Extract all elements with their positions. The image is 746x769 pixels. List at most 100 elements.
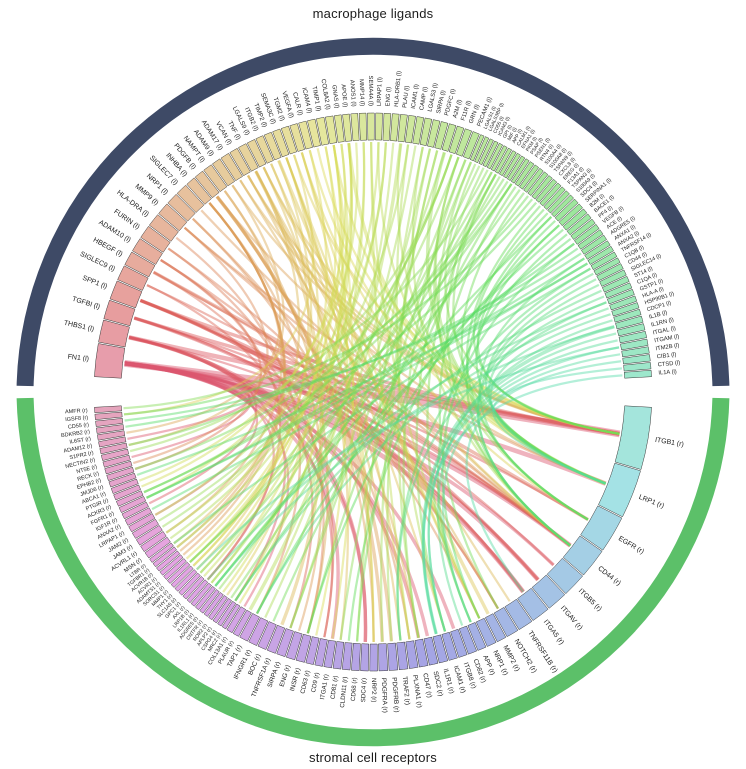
- receptor-label-AMFR: AMFR (r): [65, 408, 88, 415]
- chord-link: [247, 174, 571, 547]
- receptor-label-IL6ST: IL6ST (r): [69, 436, 91, 445]
- chord-link: [183, 226, 607, 485]
- ligand-segment-CAMP: [412, 116, 425, 145]
- receptor-label-PLXNA1: PLXNA1 (r): [411, 674, 423, 708]
- ligand-segment-CALM1: [499, 150, 517, 177]
- ligand-label-ENG: ENG (l): [385, 87, 392, 107]
- ligand-segment-VEGFB: [574, 223, 600, 245]
- receptor-segment-PLXNA1: [405, 640, 419, 669]
- ligand-segment-SEMA4A: [367, 112, 375, 141]
- chord-link: [192, 217, 481, 619]
- chord-link: [306, 224, 560, 634]
- receptor-segment-ITGB1: [614, 405, 652, 470]
- chord-link: [492, 367, 623, 485]
- chord-link: [146, 242, 575, 499]
- receptor-label-S1PR2: S1PR2 (r): [69, 450, 94, 461]
- ligand-label-IL1B: IL1B (l): [648, 310, 668, 321]
- receptor-segment-CD44: [562, 535, 603, 576]
- ligand-segment-FURIN: [140, 225, 171, 253]
- chord-link: [128, 184, 285, 447]
- receptor-segment-CD68: [351, 642, 361, 671]
- ligand-segment-ITGAM: [620, 338, 649, 351]
- ligand-segment-S100A4: [523, 167, 544, 193]
- receptor-label-ITGA1: ITGA1 (r): [319, 674, 330, 701]
- chord-link: [182, 202, 287, 556]
- ligand-label-FURIN: FURIN (l): [112, 208, 140, 231]
- receptor-segment-NT5E: [102, 454, 131, 468]
- chord-link: [151, 262, 588, 511]
- chord-link: [124, 361, 607, 486]
- ligand-segment-ICAM4: [307, 118, 321, 148]
- ligand-segment-CD44: [596, 263, 624, 281]
- ligand-segment-NAMPT: [203, 164, 228, 193]
- receptor-segment-PDGFRB: [387, 642, 399, 671]
- receptor-label-ITGA5: ITGA5 (r): [542, 619, 565, 647]
- chord-link: [475, 224, 607, 485]
- chord-link: [472, 208, 620, 436]
- chord-link: [215, 195, 384, 642]
- chord-link: [175, 236, 302, 615]
- ligand-label-ITM2B: ITM2B (l): [655, 343, 680, 353]
- receptor-segment-NRP1: [475, 617, 497, 647]
- chord-link: [264, 145, 417, 618]
- chord-link: [192, 160, 313, 567]
- chord-links: [123, 141, 623, 643]
- chord-link: [143, 180, 509, 494]
- chord-link: [436, 319, 613, 626]
- ligand-segment-ANXA1: [584, 240, 611, 260]
- receptor-segment-CD9: [314, 638, 328, 667]
- ligand-segment-FN1: [94, 343, 126, 379]
- chord-link: [262, 166, 620, 436]
- ligand-segment-LGALS9: [246, 139, 267, 168]
- chord-link: [128, 335, 421, 639]
- ligand-label-CIB1: CIB1 (l): [656, 352, 676, 360]
- chord-link: [141, 143, 347, 488]
- chord-link: [173, 267, 591, 545]
- receptor-segment-COL13A1: [226, 606, 247, 634]
- chord-link: [331, 144, 355, 639]
- ligand-segment-TIMP2: [263, 131, 282, 161]
- chord-link: [222, 143, 349, 593]
- chord-link: [234, 289, 602, 602]
- receptor-segment-IGF1R: [121, 501, 149, 520]
- ligand-segment-PDGFB: [194, 170, 220, 199]
- chord-link: [169, 144, 410, 540]
- chord-link: [124, 362, 252, 459]
- ligand-segment-F13A1: [543, 186, 566, 210]
- chord-link: [160, 259, 499, 610]
- chord-link: [216, 195, 375, 643]
- chord-link: [126, 190, 282, 434]
- ligand-label-CAMP: CAMP (l): [419, 86, 429, 110]
- chord-link: [134, 259, 262, 471]
- chord-link: [196, 346, 620, 571]
- chord-link: [124, 361, 456, 630]
- chord-link: [369, 141, 481, 619]
- chord-link: [133, 316, 620, 436]
- receptor-segment-IGSF8: [94, 411, 123, 420]
- chord-link: [402, 159, 467, 639]
- chord-link: [231, 184, 620, 436]
- receptor-segment-CD55: [95, 418, 124, 427]
- receptor-segment-ITGA5: [517, 587, 549, 621]
- receptor-segment-TRAF2: [396, 641, 409, 671]
- chord-link: [192, 217, 411, 640]
- ligand-segment-S100A9: [551, 194, 574, 218]
- chord-link: [128, 336, 286, 602]
- chord-link: [128, 336, 571, 547]
- receptor-label-PDGFRB: PDGFRB (r): [390, 677, 400, 713]
- chord-link: [139, 299, 525, 593]
- chord-link: [300, 152, 375, 643]
- chord-link: [478, 257, 589, 521]
- chord-link: [262, 166, 350, 641]
- receptor-segment-BDKRB2: [96, 424, 125, 434]
- ligand-segment-TGM2: [280, 125, 298, 155]
- chord-link: [465, 360, 622, 593]
- ligand-segments: [94, 112, 652, 379]
- receptor-segment-ENG: [285, 631, 303, 661]
- ligand-segment-B2M: [562, 208, 588, 231]
- receptor-segment-MMP1: [170, 565, 194, 588]
- chord-link: [379, 150, 439, 642]
- ligand-segment-SIGLEC14: [599, 269, 627, 287]
- chord-link: [139, 298, 620, 436]
- chord-link: [254, 170, 324, 626]
